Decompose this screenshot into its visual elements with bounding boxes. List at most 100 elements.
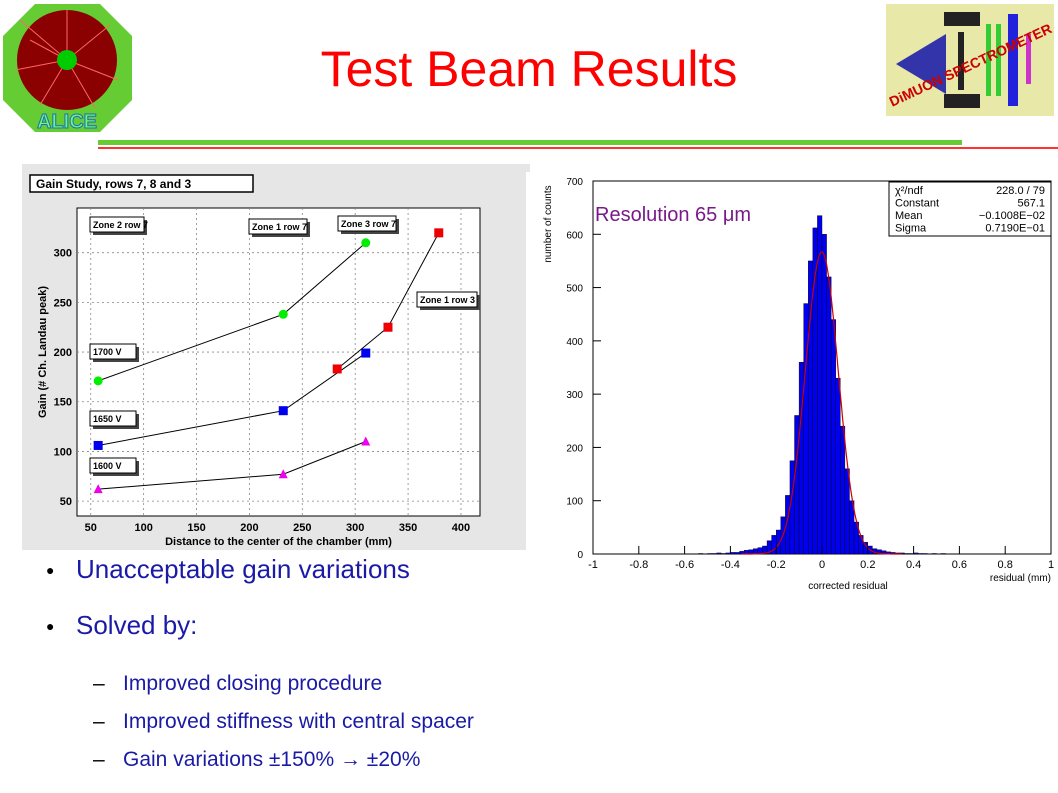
data-point — [361, 436, 371, 446]
x-tick-label: 400 — [452, 522, 470, 534]
x-tick-label: 200 — [240, 522, 258, 534]
stats-box — [888, 181, 1052, 237]
histogram-bar — [821, 234, 827, 555]
y-tick-label: 600 — [566, 230, 583, 241]
fit-curve — [741, 251, 903, 555]
x-tick-label: -0.4 — [721, 559, 740, 571]
histogram-bar — [721, 553, 727, 555]
title-rule-red — [98, 147, 1058, 149]
sub-bullet-item: – Improved stiffness with central spacer — [93, 710, 474, 733]
bullet-item: ● Unacceptable gain variations — [46, 554, 410, 584]
histogram-bar — [830, 319, 836, 555]
x-axis-label: corrected residual — [808, 581, 887, 592]
sub-bullet-item: – Improved closing procedure — [93, 672, 383, 695]
x-tick-label: 0.8 — [998, 559, 1013, 571]
histogram-bar — [716, 552, 722, 555]
x-tick-label: 0.6 — [952, 559, 967, 571]
histogram-bar — [707, 553, 713, 555]
label-box — [416, 291, 478, 308]
x-tick-label: 50 — [85, 522, 97, 534]
histogram-bar — [931, 553, 937, 555]
annotation-label: Zone 1 row 7 — [252, 222, 307, 232]
x-tick-label: 0.2 — [860, 559, 875, 571]
histogram-bar — [844, 468, 850, 555]
stats-label: Mean — [895, 210, 923, 222]
resolution-annotation: Resolution 65 μm — [595, 204, 751, 226]
x-tick-label: 0.4 — [906, 559, 921, 571]
title-box — [29, 174, 254, 193]
y-tick-label: 100 — [566, 497, 583, 508]
x-tick-label: -0.2 — [767, 559, 786, 571]
chart-title: Gain Study, rows 7, 8 and 3 — [36, 177, 191, 191]
y-axis-label: number of counts — [543, 185, 554, 262]
y-tick-label: 150 — [54, 397, 72, 409]
label-box — [337, 215, 397, 232]
label-box — [248, 218, 308, 235]
x-unit-label: residual (mm) — [990, 573, 1051, 584]
label-box — [89, 216, 145, 233]
x-tick-label: 100 — [134, 522, 152, 534]
x-tick-label: 150 — [187, 522, 205, 534]
y-tick-label: 100 — [54, 446, 72, 458]
histogram-bar — [922, 553, 928, 555]
x-tick-label: -0.8 — [629, 559, 648, 571]
data-point — [434, 228, 444, 238]
y-axis-label: Gain (# Ch. Landau peak) — [37, 286, 49, 418]
stats-label: χ²/ndf — [895, 185, 924, 197]
stats-value: 228.0 / 79 — [996, 185, 1045, 197]
histogram-bar — [917, 553, 923, 555]
histogram-bar — [725, 552, 731, 555]
series-label: 1700 V — [93, 347, 122, 357]
stats-value: 567.1 — [1017, 198, 1045, 210]
annotation-label: Zone 1 row 3 — [420, 295, 475, 305]
title-rule-green — [98, 140, 962, 145]
x-axis-label: Distance to the center of the chamber (m… — [165, 536, 392, 548]
data-point — [361, 238, 371, 248]
y-tick-label: 50 — [60, 496, 72, 508]
bullet-item: ● Solved by: — [46, 610, 198, 640]
annotation-label: Zone 2 row 7 — [93, 220, 148, 230]
data-point — [383, 322, 393, 332]
label-box — [89, 457, 137, 474]
alice-logo: ALICE — [3, 4, 132, 134]
annotation-label: Zone 3 row 7 — [341, 219, 396, 229]
stats-label: Constant — [895, 198, 939, 210]
x-tick-label: -0.6 — [675, 559, 694, 571]
x-tick-label: -1 — [588, 559, 598, 571]
histogram-bar — [730, 552, 736, 555]
y-tick-label: 500 — [566, 284, 583, 295]
histogram-bar — [794, 415, 800, 555]
x-tick-label: 350 — [399, 522, 417, 534]
histogram-bar — [835, 377, 841, 555]
data-point — [93, 484, 103, 494]
y-tick-label: 300 — [566, 390, 583, 401]
x-tick-label: 1 — [1048, 559, 1054, 571]
label-box — [89, 343, 137, 360]
slide-title: Test Beam Results — [320, 41, 738, 97]
histogram-bar — [753, 548, 759, 555]
data-point — [278, 469, 288, 479]
y-tick-label: 200 — [54, 347, 72, 359]
stats-label: Sigma — [895, 223, 927, 235]
x-tick-label: 0 — [819, 559, 825, 571]
series-label: 1650 V — [93, 414, 122, 424]
dimuon-spectrometer-logo: DiMUON SPECTROMETER — [886, 4, 1054, 116]
stats-value: −0.1008E−02 — [979, 210, 1045, 222]
y-tick-label: 0 — [577, 550, 583, 561]
histogram-bar — [817, 215, 823, 555]
histogram-bar — [913, 552, 919, 555]
data-point — [93, 376, 103, 386]
histogram-bar — [789, 460, 795, 555]
label-box — [89, 410, 137, 427]
histogram-bar — [858, 535, 864, 555]
y-tick-label: 400 — [566, 337, 583, 348]
data-point — [93, 440, 103, 450]
y-tick-label: 300 — [54, 248, 72, 260]
sub-bullet-item: – Gain variations ±150% → ±20% — [93, 748, 421, 771]
histogram-bar — [840, 425, 846, 555]
x-tick-label: 300 — [346, 522, 364, 534]
data-point — [278, 406, 288, 416]
gain-study-chart: Gain Study, rows 7, 8 and 3 50 100 150 200 25… — [22, 164, 530, 550]
histogram-bar — [908, 553, 914, 555]
x-tick-label: 250 — [293, 522, 311, 534]
